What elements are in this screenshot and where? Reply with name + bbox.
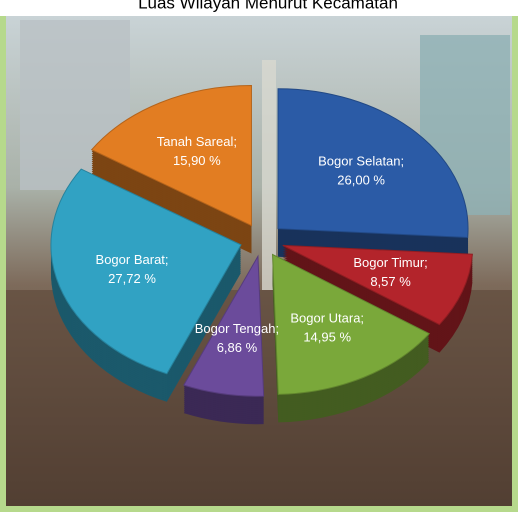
value-label: 8,57 % (370, 274, 411, 289)
value-label: 26,00 % (337, 173, 385, 188)
slice-label: Bogor Selatan; (318, 154, 404, 169)
slice-label: Tanah Sareal; (157, 134, 237, 149)
page: Luas Wilayah Menurut Kecamatan Bogor Sel… (0, 0, 518, 517)
slice-label: Bogor Tengah; (195, 321, 279, 336)
value-label: 14,95 % (303, 330, 351, 345)
chart-title: Luas Wilayah Menurut Kecamatan (138, 0, 398, 12)
slice-label: Bogor Utara; (290, 311, 364, 326)
slice-label: Bogor Barat; (96, 252, 169, 267)
chart: Luas Wilayah Menurut Kecamatan Bogor Sel… (0, 0, 518, 512)
value-label: 15,90 % (173, 153, 221, 168)
value-label: 6,86 % (217, 340, 258, 355)
slice-label: Bogor Timur; (353, 255, 427, 270)
value-label: 27,72 % (108, 271, 156, 286)
